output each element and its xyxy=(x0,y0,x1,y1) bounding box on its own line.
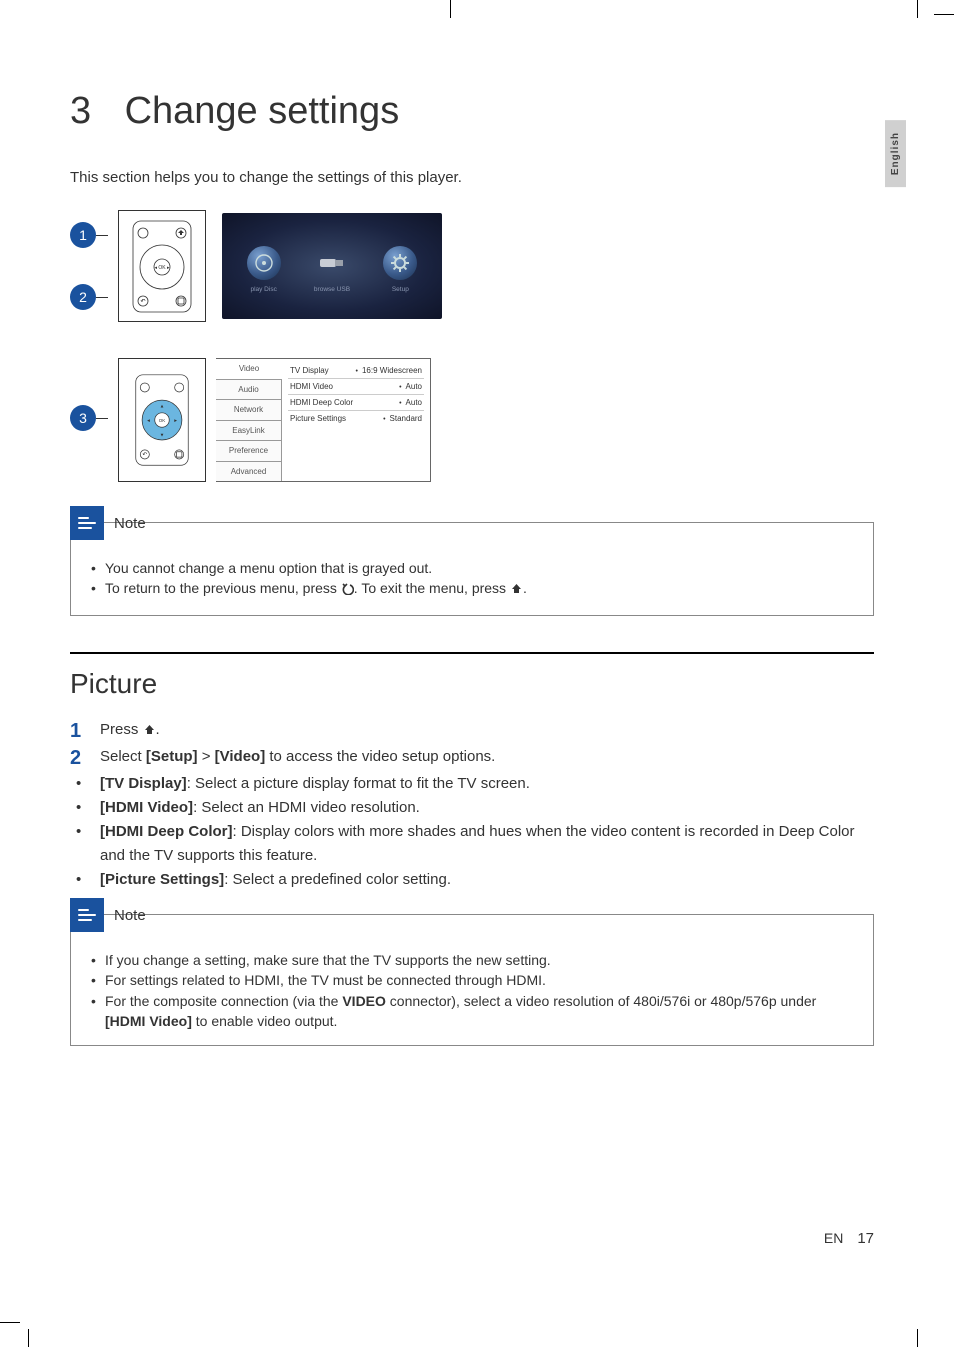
home-icon xyxy=(143,720,156,743)
back-icon xyxy=(341,580,354,600)
options-list: [TV Display]: Select a picture display f… xyxy=(70,772,874,892)
svg-text:▸: ▸ xyxy=(174,417,177,423)
page-title: 3 Change settings xyxy=(70,90,874,133)
footer-page-number: 17 xyxy=(857,1230,874,1247)
svg-text:OK: OK xyxy=(159,417,166,422)
page-footer: EN 17 xyxy=(824,1230,874,1247)
note1-item-2: To return to the previous menu, press . … xyxy=(91,578,857,600)
tv-item-play-disc: play Disc xyxy=(247,246,281,293)
language-tab: English xyxy=(885,120,906,187)
tv-home-screenshot: play Disc browse USB Setup xyxy=(222,213,442,319)
note2-item-1: If you change a setting, make sure that … xyxy=(91,950,857,970)
svg-text:▾: ▾ xyxy=(161,432,164,438)
note-box-2: Note If you change a setting, make sure … xyxy=(70,914,874,1046)
section-rule xyxy=(70,652,874,654)
page-title-number: 3 xyxy=(70,90,114,133)
gear-icon xyxy=(383,246,417,280)
settings-values: TV Display16:9 Widescreen HDMI VideoAuto… xyxy=(282,359,430,481)
note-heading: Note xyxy=(114,907,146,924)
footer-lang: EN xyxy=(824,1230,843,1246)
note-box-1: Note You cannot change a menu option tha… xyxy=(70,522,874,616)
note1-item-1: You cannot change a menu option that is … xyxy=(91,558,857,578)
svg-text:◂: ◂ xyxy=(147,417,150,423)
note2-item-3: For the composite connection (via the VI… xyxy=(91,991,857,1032)
svg-text:▴: ▴ xyxy=(161,403,164,409)
settings-tab-preference: Preference xyxy=(216,441,282,462)
note-icon xyxy=(70,898,104,932)
remote-diagram-1: ◂ OK ▸ ↶ xyxy=(118,210,206,322)
note-heading: Note xyxy=(114,515,146,532)
tv-item-browse-usb: browse USB xyxy=(314,246,350,293)
svg-text:↶: ↶ xyxy=(140,298,145,305)
svg-text:◂ OK ▸: ◂ OK ▸ xyxy=(154,265,170,271)
steps-list: Press . Select [Setup] > [Video] to acce… xyxy=(70,718,874,769)
opt-picture-settings: [Picture Settings]: Select a predefined … xyxy=(70,868,874,892)
callout-2: 2 xyxy=(70,284,96,310)
settings-tab-video: Video xyxy=(216,359,282,380)
settings-menu-panel: Video Audio Network EasyLink Preference … xyxy=(216,358,431,482)
opt-hdmi-deep-color: [HDMI Deep Color]: Display colors with m… xyxy=(70,820,874,868)
home-icon xyxy=(510,580,523,600)
note-icon xyxy=(70,506,104,540)
intro-text: This section helps you to change the set… xyxy=(70,169,874,186)
page-title-text: Change settings xyxy=(125,90,400,132)
settings-tabs: Video Audio Network EasyLink Preference … xyxy=(216,359,282,481)
opt-tv-display: [TV Display]: Select a picture display f… xyxy=(70,772,874,796)
callout-1: 1 xyxy=(70,222,96,248)
settings-tab-advanced: Advanced xyxy=(216,462,282,482)
disc-icon xyxy=(247,246,281,280)
tv-item-setup: Setup xyxy=(383,246,417,293)
svg-text:↶: ↶ xyxy=(143,452,148,458)
settings-tab-easylink: EasyLink xyxy=(216,421,282,442)
callout-3: 3 xyxy=(70,405,96,431)
opt-hdmi-video: [HDMI Video]: Select an HDMI video resol… xyxy=(70,796,874,820)
note2-item-2: For settings related to HDMI, the TV mus… xyxy=(91,970,857,990)
section-heading-picture: Picture xyxy=(70,668,874,700)
figure-group: 1 2 ◂ OK ▸ ↶ xyxy=(70,210,874,482)
settings-tab-audio: Audio xyxy=(216,380,282,401)
step-1: Press . xyxy=(70,718,874,743)
usb-icon xyxy=(315,246,349,280)
settings-tab-network: Network xyxy=(216,400,282,421)
remote-diagram-2: OK ◂ ▸ ▴ ▾ ↶ xyxy=(118,358,206,482)
step-2: Select [Setup] > [Video] to access the v… xyxy=(70,745,874,768)
